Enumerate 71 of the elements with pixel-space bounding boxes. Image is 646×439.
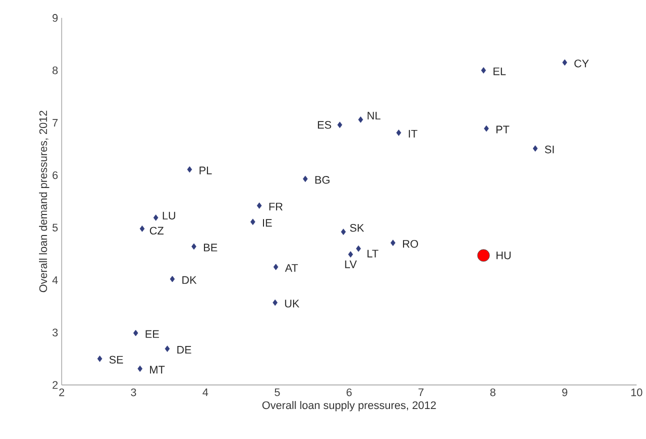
x-tick-label: 5	[274, 388, 280, 396]
point	[140, 226, 145, 232]
y-tick-label: 5	[52, 224, 58, 232]
y-tick-label: 3	[52, 328, 58, 337]
x-tick-label: 3	[130, 388, 136, 396]
point	[477, 249, 490, 262]
point	[356, 246, 361, 252]
annotation: NL	[368, 112, 380, 120]
annotation: MT	[150, 366, 165, 374]
y-tick-label: 6	[52, 172, 58, 180]
point	[153, 214, 158, 222]
point	[532, 145, 538, 152]
y-tick-label: 8	[52, 66, 58, 74]
x-tick-label: 2	[59, 388, 64, 396]
point	[481, 67, 486, 74]
point	[348, 251, 354, 258]
x-tick-label: 6	[346, 388, 352, 396]
x-tick-label: 10	[631, 388, 642, 396]
point	[170, 276, 175, 282]
point	[133, 330, 138, 336]
annotation: ES	[318, 121, 332, 129]
x-axis-title: Overall loan supply pressures, 2012	[262, 401, 436, 412]
point	[273, 264, 278, 270]
annotation: LV	[345, 260, 357, 268]
x-tick-label: 9	[562, 388, 568, 396]
point	[250, 218, 256, 226]
point	[340, 228, 346, 236]
point	[390, 240, 396, 246]
y-axis-title: Overall loan demand pressures, 2012	[39, 110, 50, 292]
annotation: BG	[315, 176, 330, 184]
point	[358, 116, 364, 123]
y-tick-label: 9	[52, 14, 58, 22]
point	[164, 346, 170, 352]
annotation: EL	[494, 68, 506, 76]
annotation: LU	[162, 212, 176, 220]
annotation: SI	[544, 146, 554, 154]
annotation: EE	[146, 330, 159, 338]
point	[396, 130, 402, 136]
annotation: PL	[200, 166, 212, 174]
y-tick-label: 2	[52, 381, 58, 389]
point	[256, 202, 262, 209]
annotation: LT	[368, 250, 378, 258]
point	[484, 126, 489, 132]
annotation: UK	[285, 300, 300, 308]
point	[302, 176, 308, 182]
annotation: AT	[285, 264, 298, 272]
annotation: DK	[182, 276, 197, 284]
annotation: SK	[350, 224, 364, 232]
y-tick-label: 7	[52, 119, 58, 127]
annotation: IT	[408, 130, 418, 138]
point	[191, 244, 196, 250]
point	[97, 356, 102, 362]
annotation: PT	[496, 126, 510, 134]
annotation: BE	[204, 244, 218, 252]
annotation: DE	[177, 346, 192, 354]
x-tick-label: 8	[490, 388, 496, 396]
point	[272, 300, 278, 306]
point	[562, 59, 568, 66]
x-tick-label: 7	[418, 388, 424, 396]
annotation: CY	[574, 60, 589, 68]
point	[187, 166, 192, 173]
annotation: FR	[269, 203, 283, 211]
point	[337, 122, 342, 128]
annotation: RO	[403, 240, 418, 248]
y-tick-label: 4	[52, 276, 58, 284]
annotation: IE	[263, 219, 272, 227]
annotation: SE	[109, 356, 124, 364]
x-tick-label: 4	[202, 388, 208, 396]
annotation: CZ	[150, 226, 164, 235]
point	[138, 366, 142, 372]
annotation: HU	[496, 252, 511, 260]
